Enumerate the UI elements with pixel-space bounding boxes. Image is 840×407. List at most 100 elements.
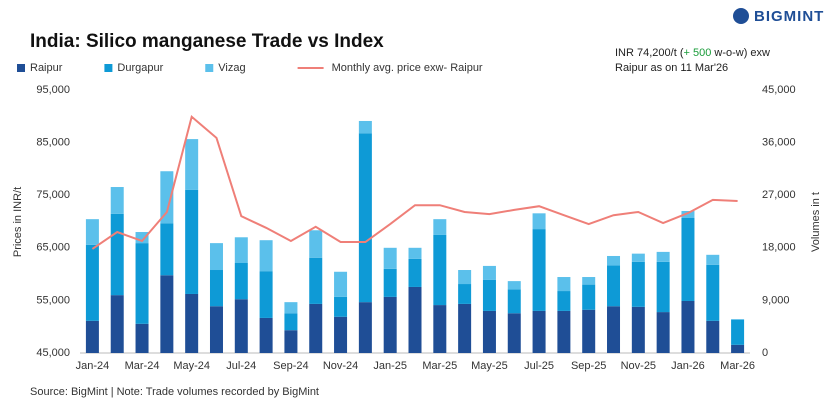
bar: [706, 254, 720, 265]
bar: [433, 234, 447, 306]
brand: BIGMINT: [754, 8, 824, 25]
x-tick-label: Nov-24: [323, 360, 358, 372]
brand-icon: [733, 8, 749, 24]
bar: [234, 262, 248, 300]
bar: [209, 270, 223, 307]
price-annotation: INR 74,200/t (+ 500 w-o-w) exw: [615, 47, 770, 59]
bar: [507, 281, 521, 290]
bar: [209, 243, 223, 271]
bar: [309, 303, 323, 353]
bar: [408, 286, 422, 353]
bar: [532, 310, 546, 353]
bar: [160, 223, 174, 276]
bar: [458, 270, 472, 285]
bar: [358, 302, 372, 353]
bar: [582, 309, 596, 353]
x-tick-label: May-24: [173, 360, 210, 372]
y-tick-label: 65,000: [36, 242, 70, 254]
y-tick-label: 45,000: [36, 347, 70, 359]
bar: [433, 219, 447, 235]
y-tick-label: 55,000: [36, 294, 70, 306]
bar: [607, 255, 621, 266]
bar: [458, 284, 472, 304]
bar: [110, 295, 124, 353]
y2-tick-label: 45,000: [762, 84, 796, 96]
bar: [408, 247, 422, 259]
legend-label: Durgapur: [117, 62, 163, 74]
y2-tick-label: 0: [762, 347, 768, 359]
bar: [185, 293, 199, 353]
bar: [706, 264, 720, 321]
x-tick-label: Nov-25: [621, 360, 656, 372]
bar: [309, 257, 323, 304]
x-tick-label: Mar-25: [422, 360, 457, 372]
bar: [334, 296, 348, 317]
bar: [259, 271, 273, 318]
bar: [110, 187, 124, 214]
bar: [681, 210, 695, 218]
y-axis-title: Prices in INR/t: [12, 187, 24, 257]
bar: [532, 229, 546, 311]
bar: [209, 306, 223, 353]
x-tick-label: Mar-26: [720, 360, 755, 372]
legend-swatch: [104, 64, 113, 72]
legend-label: Vizag: [218, 62, 245, 74]
bar: [309, 230, 323, 258]
bar: [259, 240, 273, 272]
bar: [681, 300, 695, 353]
bar: [607, 265, 621, 307]
bar: [234, 299, 248, 353]
legend-label: Raipur: [30, 62, 63, 74]
bar: [482, 310, 496, 353]
annotation-text: w-o-w) exw: [711, 47, 770, 59]
bar: [656, 312, 670, 353]
line: [91, 115, 738, 250]
bar: [408, 258, 422, 287]
bar: [85, 219, 99, 245]
x-tick-label: Jul-24: [226, 360, 256, 372]
x-tick-label: Mar-24: [125, 360, 160, 372]
bar: [706, 320, 720, 353]
bar: [160, 171, 174, 224]
y2-tick-label: 18,000: [762, 242, 796, 254]
bar: [507, 313, 521, 353]
bar: [284, 330, 298, 353]
y-tick-label: 95,000: [36, 84, 70, 96]
bar: [433, 305, 447, 353]
x-tick-label: Sep-24: [273, 360, 308, 372]
bar: [334, 271, 348, 297]
legend-swatch: [205, 64, 214, 72]
x-tick-label: Jul-25: [524, 360, 554, 372]
annotation-text: INR 74,200/t (: [615, 47, 684, 59]
x-tick-label: Sep-25: [571, 360, 606, 372]
bar: [334, 316, 348, 353]
chart-title: India: Silico manganese Trade vs Index: [30, 31, 384, 52]
source: Source: BigMint | Note: Trade volumes re…: [30, 386, 319, 398]
bar: [110, 213, 124, 296]
bar: [482, 265, 496, 280]
bar: [557, 277, 571, 292]
bar: [532, 213, 546, 230]
x-tick-label: Jan-25: [373, 360, 407, 372]
bar: [458, 303, 472, 353]
x-tick-label: Jan-24: [76, 360, 110, 372]
bar: [160, 275, 174, 353]
y-tick-label: 85,000: [36, 137, 70, 149]
y2-tick-label: 27,000: [762, 189, 796, 201]
y2-tick-label: 9,000: [762, 294, 790, 306]
bar: [85, 320, 99, 353]
y2-tick-label: 36,000: [762, 137, 796, 149]
bar: [656, 261, 670, 313]
bar: [482, 279, 496, 311]
bar: [383, 268, 397, 297]
bar: [731, 344, 745, 353]
bar: [557, 291, 571, 311]
y-tick-label: 75,000: [36, 189, 70, 201]
bar: [358, 120, 372, 134]
y2-axis-title: Volumes in t: [810, 192, 822, 252]
bar: [731, 319, 745, 320]
bar: [358, 133, 372, 303]
bar: [259, 317, 273, 353]
bar: [631, 261, 645, 307]
legend-swatch: [17, 64, 25, 72]
